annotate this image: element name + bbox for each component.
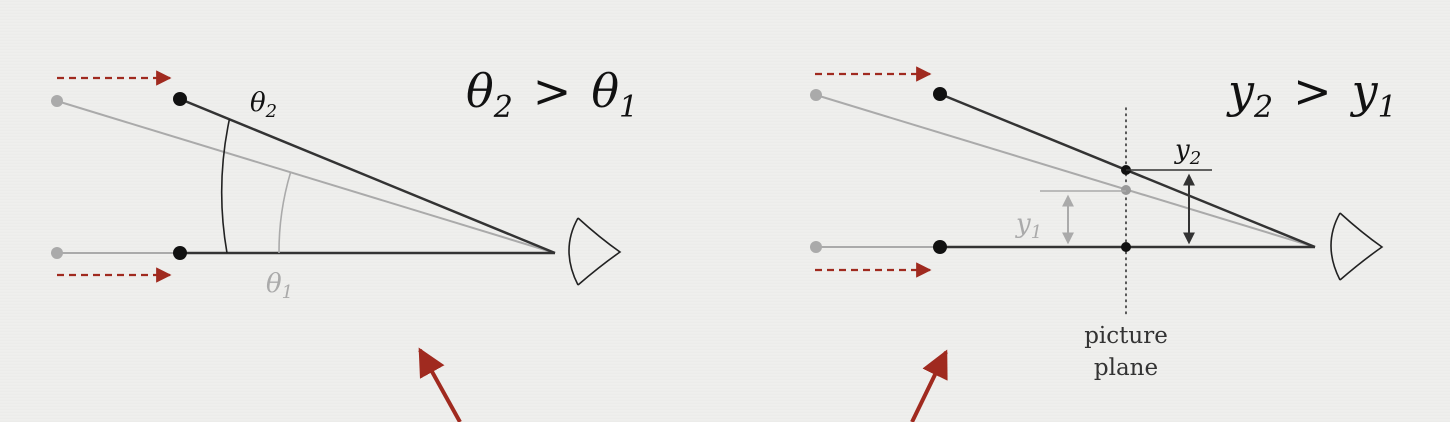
light-point-lower (810, 241, 822, 253)
pointer-arrow-icon (418, 347, 462, 422)
eye-icon (568, 217, 622, 286)
light-point-lower (51, 247, 63, 259)
light-ray-upper (815, 94, 1316, 248)
pointer-arrow-icon (910, 349, 948, 422)
relation-text: θ2 > θ1 (466, 64, 638, 125)
picture-plane-label-line2: plane (1094, 355, 1158, 381)
left-panel: θ2 θ1 θ2 > θ1 (51, 64, 638, 422)
angle-label-inner: θ1 (266, 269, 293, 303)
light-point-upper (51, 95, 63, 107)
dark-ray-upper (179, 97, 556, 255)
picture-plane-label-line1: picture (1084, 323, 1168, 349)
angle-arc-outer (220, 119, 231, 254)
plane-intersection-base (1121, 242, 1131, 252)
angle-arc-inner (278, 172, 292, 254)
dark-point-upper (173, 92, 187, 106)
light-point-upper (810, 89, 822, 101)
right-panel: y2 y1 y2 > y1 picture plane (810, 64, 1397, 422)
relation-text: y2 > y1 (1226, 64, 1397, 125)
eye-icon (1330, 212, 1384, 281)
dark-point-upper (933, 87, 947, 101)
height-label-light: y1 (1015, 209, 1042, 243)
dark-point-lower (933, 240, 947, 254)
angle-label-outer: θ2 (250, 88, 277, 122)
height-label-dark: y2 (1174, 135, 1201, 169)
light-ray-upper (56, 100, 556, 254)
dark-point-lower (173, 246, 187, 260)
plane-intersection-light (1121, 185, 1131, 195)
